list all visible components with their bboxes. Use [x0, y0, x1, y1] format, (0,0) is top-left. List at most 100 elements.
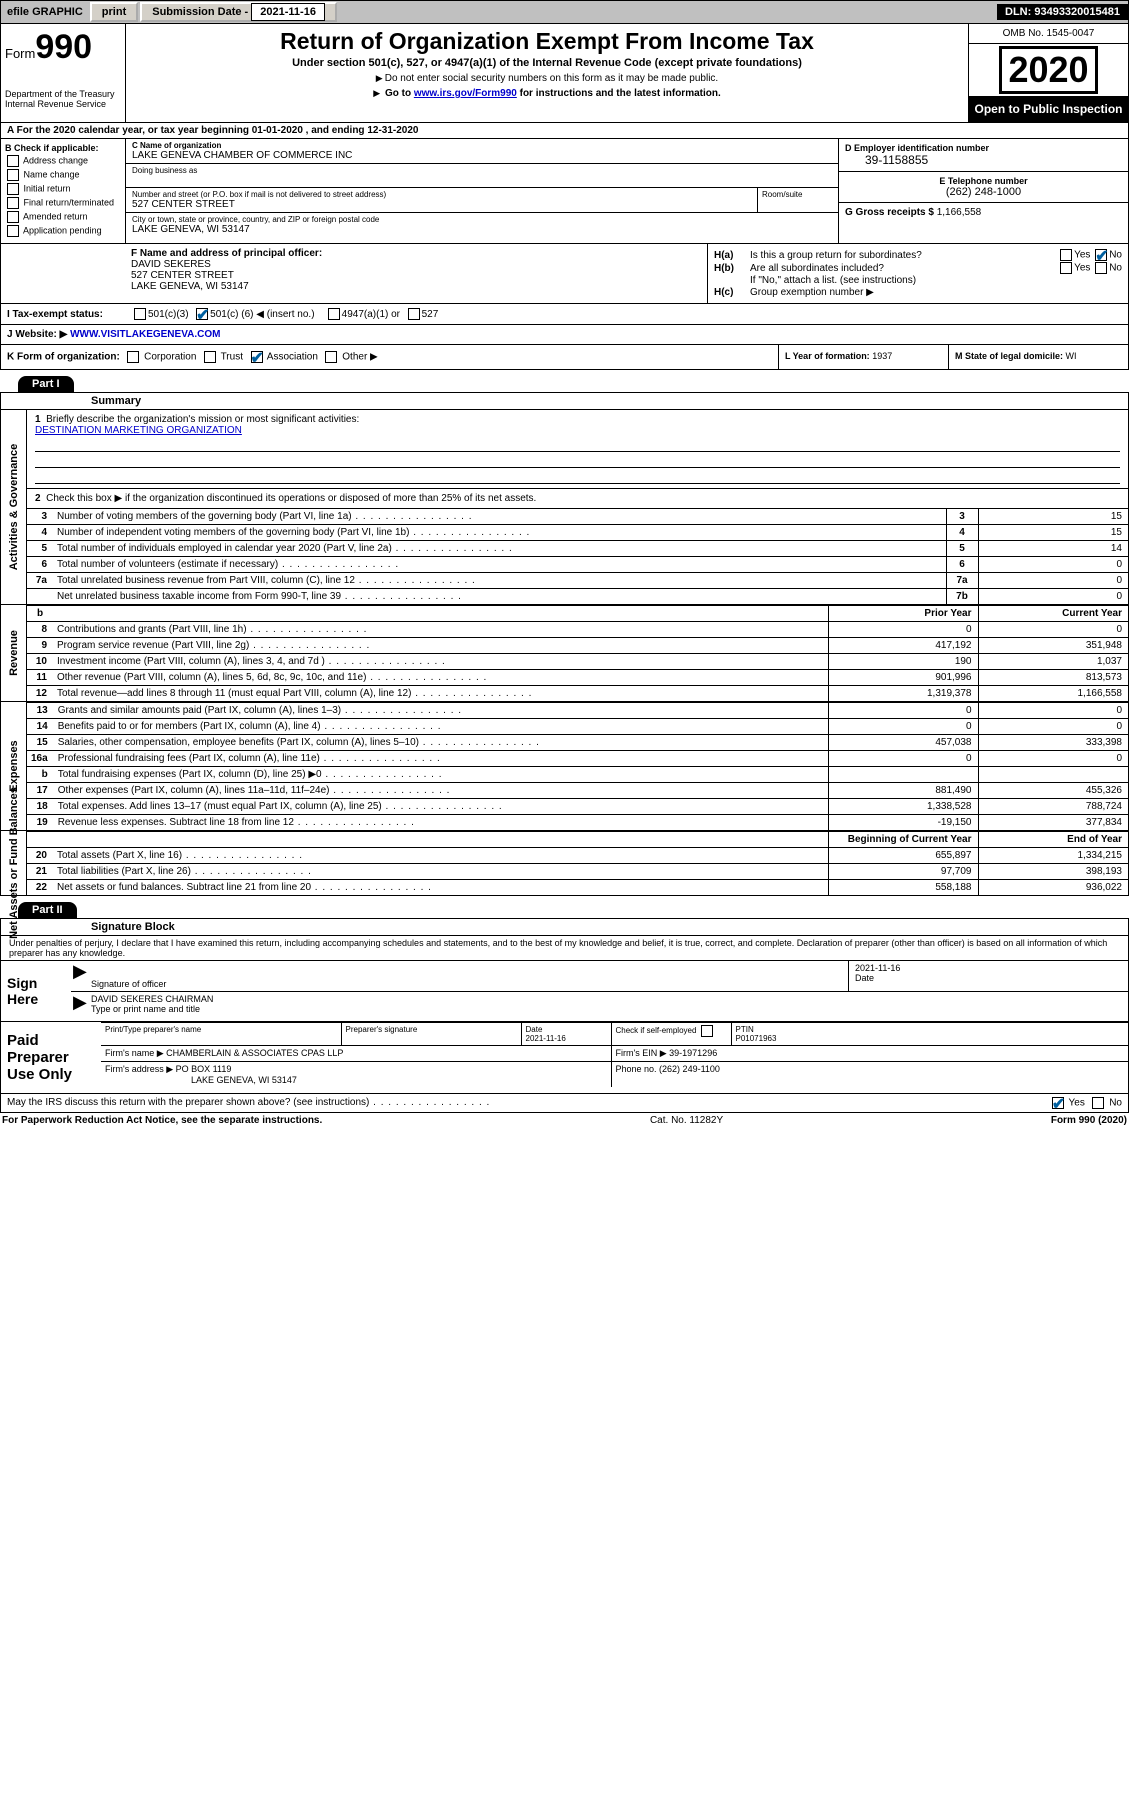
revenue-table: bPrior YearCurrent Year 8Contributions a…: [27, 605, 1128, 701]
officer-addr1: 527 CENTER STREET: [131, 270, 701, 281]
room-suite-label: Room/suite: [758, 188, 838, 212]
table-row: 13Grants and similar amounts paid (Part …: [27, 703, 1128, 719]
form-title-box: Return of Organization Exempt From Incom…: [126, 24, 968, 122]
officer-addr2: LAKE GENEVA, WI 53147: [131, 281, 701, 292]
sign-arrow-icon-2: ▶: [71, 992, 87, 1016]
table-row: 3Number of voting members of the governi…: [27, 509, 1128, 525]
tax-year: 2020: [999, 46, 1097, 94]
table-row: 11Other revenue (Part VIII, column (A), …: [27, 670, 1128, 686]
lbl-amended: Amended return: [23, 211, 88, 221]
discuss-no-checkbox[interactable]: [1092, 1097, 1104, 1109]
checkbox-501c3[interactable]: [134, 308, 146, 320]
prep-h-ptin: PTIN: [736, 1025, 754, 1034]
cat-no: Cat. No. 11282Y: [322, 1115, 1051, 1126]
row-j-website: J Website: ▶ WWW.VISITLAKEGENEVA.COM: [0, 325, 1129, 345]
firm-ein-label: Firm's EIN ▶: [616, 1048, 667, 1058]
vlabel-revenue: Revenue: [1, 605, 27, 701]
form-title: Return of Organization Exempt From Incom…: [136, 28, 958, 55]
signer-name-label: Type or print name and title: [91, 1004, 200, 1014]
checkbox-name-change[interactable]: [7, 169, 19, 181]
tax-status-label: I Tax-exempt status:: [7, 309, 132, 320]
checkbox-4947a1[interactable]: [328, 308, 340, 320]
col-d-identifiers: D Employer identification number 39-1158…: [838, 139, 1128, 243]
form-header: Form990 Department of the Treasury Inter…: [0, 24, 1129, 123]
hb-note: If "No," attach a list. (see instruction…: [750, 275, 1122, 286]
prep-h-sig: Preparer's signature: [341, 1023, 521, 1046]
ha-yes-checkbox[interactable]: [1060, 249, 1072, 261]
table-row: 15Salaries, other compensation, employee…: [27, 735, 1128, 751]
checkbox-527[interactable]: [408, 308, 420, 320]
sig-officer-label: Signature of officer: [91, 979, 166, 989]
form-note-ssn: Do not enter social security numbers on …: [136, 73, 958, 84]
website-link[interactable]: WWW.VISITLAKEGENEVA.COM: [70, 329, 220, 340]
col-k-formorg: K Form of organization: Corporation Trus…: [1, 345, 778, 369]
ha-no-checkbox[interactable]: [1095, 249, 1107, 261]
prep-h-name: Print/Type preparer's name: [101, 1023, 341, 1046]
firm-name: CHAMBERLAIN & ASSOCIATES CPAS LLP: [166, 1048, 343, 1058]
table-row: 6Total number of volunteers (estimate if…: [27, 557, 1128, 573]
table-row: 4Number of independent voting members of…: [27, 525, 1128, 541]
checkbox-501c[interactable]: [196, 308, 208, 320]
paid-preparer-label: Paid Preparer Use Only: [1, 1022, 101, 1093]
row-klm: K Form of organization: Corporation Trus…: [0, 345, 1129, 370]
table-row: 21Total liabilities (Part X, line 26)97,…: [27, 864, 1128, 880]
form-year-box: OMB No. 1545-0047 2020 Open to Public In…: [968, 24, 1128, 122]
checkbox-trust[interactable]: [204, 351, 216, 363]
mission-answer[interactable]: DESTINATION MARKETING ORGANIZATION: [35, 425, 242, 436]
org-name-label: C Name of organization: [132, 141, 832, 150]
checkbox-address-change[interactable]: [7, 155, 19, 167]
governance-table: 3Number of voting members of the governi…: [27, 508, 1128, 604]
sign-date-label: Date: [855, 973, 874, 983]
phone-label: Phone no.: [616, 1064, 660, 1074]
ha-label: H(a): [714, 250, 750, 261]
part2-badge: Part II: [18, 902, 77, 918]
hb-text: Are all subordinates included?: [750, 263, 1002, 274]
table-row: 8Contributions and grants (Part VIII, li…: [27, 622, 1128, 638]
part2-title: Signature Block: [0, 918, 1129, 936]
table-row: 18Total expenses. Add lines 13–17 (must …: [27, 799, 1128, 815]
hb-label: H(b): [714, 263, 750, 274]
officer-label: F Name and address of principal officer:: [131, 248, 322, 259]
lbl-name-change: Name change: [24, 169, 80, 179]
section-expenses: Expenses 13Grants and similar amounts pa…: [0, 702, 1129, 831]
checkbox-initial-return[interactable]: [7, 183, 19, 195]
open-inspection: Open to Public Inspection: [969, 96, 1128, 122]
hb-yes-checkbox[interactable]: [1060, 262, 1072, 274]
address-value: 527 CENTER STREET: [132, 199, 751, 210]
hb-no-checkbox[interactable]: [1095, 262, 1107, 274]
telephone-label: E Telephone number: [845, 176, 1122, 186]
firm-addr: PO BOX 1119: [176, 1064, 232, 1074]
prep-h-date: Date: [526, 1025, 543, 1034]
instructions-link[interactable]: www.irs.gov/Form990: [414, 88, 517, 99]
phone-value: (262) 249-1100: [659, 1064, 720, 1074]
checkbox-amended[interactable]: [7, 211, 19, 223]
preparer-block: Paid Preparer Use Only Print/Type prepar…: [0, 1022, 1129, 1094]
checkbox-app-pending[interactable]: [7, 225, 19, 237]
expenses-table: 13Grants and similar amounts paid (Part …: [27, 702, 1128, 830]
table-row: 22Net assets or fund balances. Subtract …: [27, 880, 1128, 896]
discuss-row: May the IRS discuss this return with the…: [0, 1094, 1129, 1113]
row-a-tax-year: A For the 2020 calendar year, or tax yea…: [0, 123, 1129, 139]
discuss-yes-checkbox[interactable]: [1052, 1097, 1064, 1109]
hc-label: H(c): [714, 287, 750, 298]
checkbox-self-employed[interactable]: [701, 1025, 713, 1037]
dln-label: DLN: 93493320015481: [997, 4, 1128, 20]
telephone-value: (262) 248-1000: [845, 186, 1122, 198]
checkbox-corp[interactable]: [127, 351, 139, 363]
mission-question: Briefly describe the organization's miss…: [46, 414, 359, 425]
gross-receipts-label: G Gross receipts $: [845, 207, 937, 218]
table-row: 14Benefits paid to or for members (Part …: [27, 719, 1128, 735]
submission-date-button[interactable]: Submission Date - 2021-11-16: [140, 2, 337, 22]
ha-text: Is this a group return for subordinates?: [750, 250, 1002, 261]
col-b-header: B Check if applicable:: [5, 143, 121, 153]
irs-label: Internal Revenue Service: [5, 99, 121, 109]
checkbox-other[interactable]: [325, 351, 337, 363]
checkbox-assoc[interactable]: [251, 351, 263, 363]
table-row: bTotal fundraising expenses (Part IX, co…: [27, 767, 1128, 783]
print-button[interactable]: print: [90, 2, 138, 22]
col-b-checkboxes: B Check if applicable: Address change Na…: [1, 139, 126, 243]
form-subtitle: Under section 501(c), 527, or 4947(a)(1)…: [136, 57, 958, 69]
form-note-link: Go to www.irs.gov/Form990 for instructio…: [136, 88, 958, 99]
checkbox-final-return[interactable]: [7, 197, 19, 209]
ein-value: 39-1158855: [845, 153, 1122, 167]
